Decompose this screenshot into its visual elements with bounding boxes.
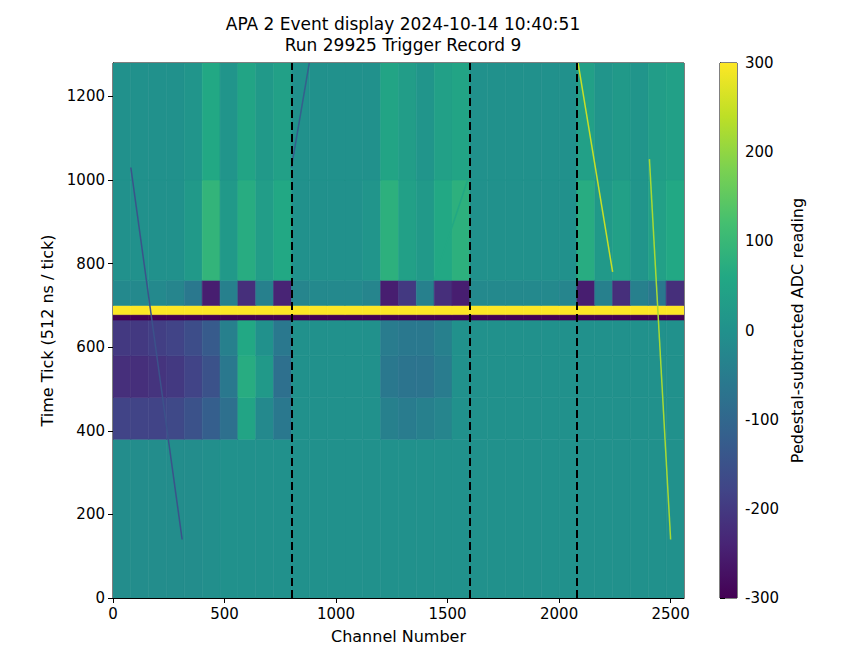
svg-text:200: 200 — [745, 143, 774, 161]
svg-text:200: 200 — [76, 505, 105, 523]
svg-text:400: 400 — [76, 422, 105, 440]
svg-text:1500: 1500 — [428, 605, 466, 623]
svg-text:100: 100 — [745, 232, 774, 250]
svg-text:Time Tick (512 ns / tick): Time Tick (512 ns / tick) — [38, 234, 57, 427]
svg-text:APA 2 Event display 2024-10-14: APA 2 Event display 2024-10-14 10:40:51 — [226, 14, 580, 34]
svg-text:2000: 2000 — [540, 605, 578, 623]
svg-text:1000: 1000 — [317, 605, 355, 623]
svg-text:300: 300 — [745, 54, 774, 72]
svg-text:1000: 1000 — [67, 171, 105, 189]
svg-text:600: 600 — [76, 338, 105, 356]
svg-text:0: 0 — [745, 322, 755, 340]
svg-text:500: 500 — [210, 605, 239, 623]
svg-text:Run 29925 Trigger Record 9: Run 29925 Trigger Record 9 — [285, 35, 521, 55]
svg-text:1200: 1200 — [67, 87, 105, 105]
svg-text:Channel Number: Channel Number — [331, 627, 466, 646]
svg-text:0: 0 — [95, 589, 105, 607]
svg-text:800: 800 — [76, 255, 105, 273]
svg-text:2500: 2500 — [652, 605, 690, 623]
svg-text:Pedestal-subtracted ADC readin: Pedestal-subtracted ADC reading — [788, 198, 807, 463]
svg-text:-200: -200 — [745, 500, 779, 518]
svg-text:-100: -100 — [745, 411, 779, 429]
svg-text:-300: -300 — [745, 589, 779, 607]
svg-text:0: 0 — [108, 605, 118, 623]
